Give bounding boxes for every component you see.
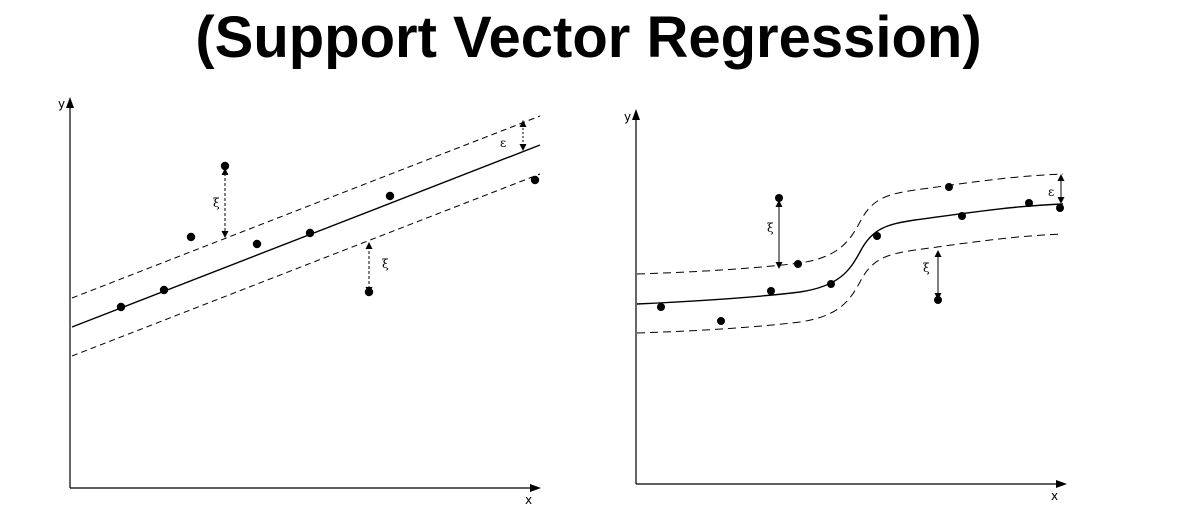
left-data-point	[385, 191, 395, 201]
right-data-point	[873, 232, 881, 240]
right-epsilon-arrow-top	[1057, 174, 1065, 181]
left-data-points	[116, 161, 540, 312]
left-slack-upper-arrowhead-bottom	[221, 231, 229, 238]
right-epsilon-arrow-bottom	[1057, 197, 1065, 204]
right-data-point	[767, 287, 775, 295]
right-data-point	[1056, 204, 1064, 212]
left-data-point	[159, 285, 169, 295]
right-y-axis-arrow	[632, 109, 640, 120]
right-slack-upper-arrowhead-bottom	[775, 262, 783, 269]
left-slack-upper-arrowhead-top	[221, 168, 229, 175]
left-panel: y x ε ξ ξ	[58, 97, 541, 507]
left-y-axis-arrow	[66, 97, 74, 108]
left-slack-lower-arrowhead-top	[365, 242, 373, 249]
left-data-point	[305, 228, 315, 238]
right-epsilon-label: ε	[1048, 185, 1054, 199]
left-epsilon-label: ε	[500, 136, 506, 150]
left-slack-lower-label: ξ	[382, 257, 389, 271]
right-slack-lower-label: ξ	[923, 261, 930, 275]
right-upper-tube	[636, 173, 1064, 275]
right-data-point	[945, 183, 953, 191]
left-lower-tube	[71, 173, 541, 357]
right-x-axis-arrow	[1056, 480, 1067, 488]
right-slack-upper-arrowhead-top	[775, 200, 783, 207]
right-data-point	[775, 194, 783, 202]
left-data-point	[220, 161, 230, 171]
right-data-point	[958, 212, 966, 220]
right-y-axis-label: y	[624, 110, 631, 124]
right-lower-tube	[636, 233, 1064, 334]
right-data-point	[794, 260, 802, 268]
right-x-axis-label: x	[1051, 489, 1058, 503]
left-x-axis-arrow	[530, 484, 541, 492]
left-axes: y x	[58, 97, 541, 507]
right-axes: y x	[624, 109, 1067, 503]
left-data-point	[186, 232, 196, 242]
left-data-point	[530, 175, 540, 185]
left-y-axis-label: y	[58, 97, 65, 111]
right-regression-curve	[636, 203, 1064, 305]
right-slack-lower-arrowhead-top	[934, 250, 942, 257]
left-upper-tube	[71, 115, 541, 299]
right-panel: y x ε ξ ξ	[624, 109, 1067, 503]
right-data-point	[934, 296, 942, 304]
left-data-point	[116, 302, 126, 312]
right-data-point	[657, 303, 665, 311]
right-data-point	[1025, 199, 1033, 207]
right-data-points	[657, 183, 1064, 325]
left-data-point	[252, 239, 262, 249]
left-epsilon-arrow-top	[519, 120, 527, 127]
left-slack-upper-label: ξ	[213, 196, 220, 210]
right-data-point	[717, 317, 725, 325]
left-data-point	[364, 287, 374, 297]
left-x-axis-label: x	[525, 493, 532, 507]
right-slack-upper-label: ξ	[767, 221, 774, 235]
left-regression-line	[71, 144, 541, 328]
left-epsilon-arrow-bottom	[519, 144, 527, 151]
page-title: (Support Vector Regression)	[195, 5, 982, 70]
right-data-point	[827, 280, 835, 288]
